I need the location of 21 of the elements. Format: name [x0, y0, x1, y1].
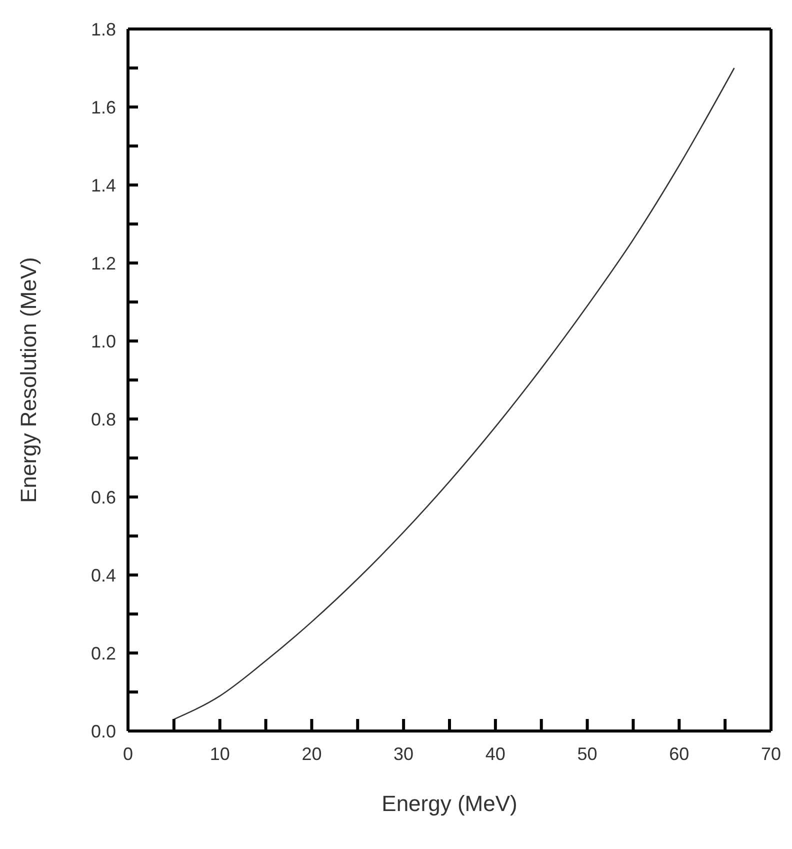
x-tick-label: 0	[122, 744, 134, 764]
x-tick-label: 70	[760, 744, 782, 764]
x-tick-label: 40	[485, 744, 506, 764]
line-series	[173, 67, 735, 720]
x-tick-label: 30	[394, 744, 414, 764]
y-tick-label: 1.4	[90, 175, 116, 196]
y-axis-title: Energy Resolution (MeV)	[16, 257, 41, 503]
x-tick-label: 50	[577, 744, 598, 764]
x-axis-title: Energy (MeV)	[382, 791, 518, 816]
y-tick-label: 0.6	[90, 487, 116, 508]
y-tick-label: 0.8	[90, 409, 116, 430]
x-tick-label: 10	[210, 744, 230, 764]
y-tick-label: 1.0	[90, 331, 116, 352]
y-tick-label: 1.8	[90, 19, 116, 40]
y-tick-label: 0.2	[90, 643, 116, 664]
y-tick-label: 0.0	[90, 721, 116, 742]
x-tick-label: 60	[669, 744, 690, 764]
y-tick-label: 1.2	[90, 253, 116, 274]
y-tick-label: 1.6	[90, 97, 116, 118]
x-tick-label: 20	[302, 744, 322, 764]
y-tick-label: 0.4	[90, 565, 116, 586]
